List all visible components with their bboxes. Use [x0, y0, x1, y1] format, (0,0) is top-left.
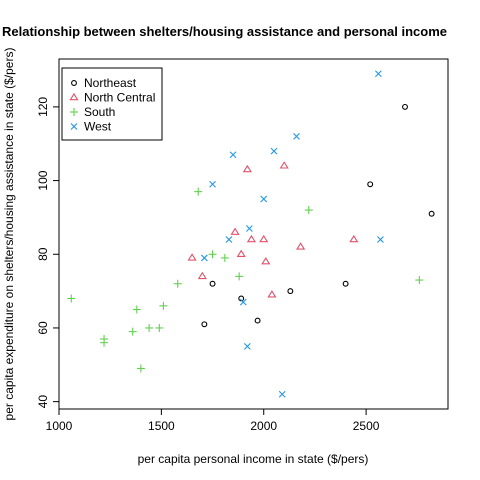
data-point	[155, 323, 164, 332]
data-point	[377, 236, 384, 243]
data-point	[208, 250, 217, 259]
y-tick-label: 100	[36, 170, 50, 190]
data-point	[100, 338, 109, 347]
data-point	[287, 288, 294, 295]
y-tick-label: 80	[36, 247, 50, 261]
legend-label: South	[84, 105, 115, 119]
data-point	[243, 342, 251, 350]
data-point	[349, 234, 359, 243]
data-point	[375, 70, 382, 78]
data-point	[159, 301, 168, 310]
data-point	[200, 254, 208, 262]
legend-label: North Central	[84, 91, 155, 105]
x-axis: 1000 1500 2000 2500	[46, 408, 380, 433]
x-tick-label: 2500	[353, 419, 380, 433]
data-point	[225, 236, 233, 243]
series-north-central	[187, 161, 359, 298]
chart-title: Relationship between shelters/housing as…	[2, 24, 447, 39]
data-point	[220, 253, 229, 262]
data-point	[304, 206, 313, 215]
data-point	[254, 317, 261, 324]
data-point	[260, 195, 268, 203]
y-axis: 40 60 80 100 120	[36, 97, 60, 409]
legend-marker	[69, 92, 79, 101]
data-point	[187, 253, 197, 261]
data-point	[261, 256, 271, 265]
legend-label: Northeast	[84, 76, 137, 90]
data-point	[132, 305, 141, 314]
legend-item-south: South	[70, 105, 115, 119]
data-point	[342, 280, 349, 287]
data-point	[173, 279, 182, 288]
legend-item-northeast: Northeast	[71, 76, 137, 90]
data-point	[270, 147, 278, 155]
data-point	[246, 234, 257, 243]
data-point	[278, 390, 286, 398]
data-point	[246, 225, 253, 232]
data-point	[295, 242, 306, 250]
series-south	[67, 187, 424, 373]
data-point	[145, 323, 154, 332]
legend-box	[61, 67, 163, 141]
data-point	[236, 249, 246, 257]
data-point	[293, 132, 300, 140]
data-point	[428, 210, 435, 217]
x-axis-label: per capita personal income in state ($/p…	[138, 452, 369, 466]
legend-marker	[70, 108, 78, 116]
y-axis-label: per capita expenditure on shelters/housi…	[2, 48, 16, 421]
data-point	[279, 161, 289, 169]
data-point	[194, 187, 203, 196]
legend-label: West	[84, 120, 112, 134]
y-tick-label: 40	[36, 395, 50, 409]
data-point	[235, 272, 244, 281]
data-point	[209, 180, 216, 188]
x-tick-label: 1500	[148, 419, 175, 433]
data-point	[259, 234, 269, 243]
legend-marker	[70, 123, 78, 130]
data-point	[67, 294, 76, 303]
y-tick-label: 120	[36, 97, 50, 117]
legend-marker	[71, 80, 77, 86]
data-point	[242, 164, 252, 173]
data-point	[367, 181, 374, 188]
data-point	[201, 321, 208, 328]
legend-item-west: West	[70, 120, 112, 134]
data-point	[209, 280, 216, 287]
data-point	[239, 298, 247, 306]
data-point	[267, 290, 277, 298]
x-tick-label: 1000	[46, 419, 73, 433]
x-tick-label: 2000	[250, 419, 277, 433]
y-tick-label: 60	[36, 321, 50, 335]
data-point	[402, 103, 408, 110]
data-point	[230, 227, 240, 235]
data-point	[197, 271, 207, 280]
data-point	[128, 327, 137, 336]
legend-item-north-central: North Central	[69, 91, 155, 105]
series-west	[200, 70, 384, 398]
series-northeast	[201, 103, 435, 328]
data-point	[229, 151, 237, 159]
data-point	[136, 364, 145, 373]
data-point	[415, 276, 424, 285]
points-layer	[67, 70, 435, 398]
